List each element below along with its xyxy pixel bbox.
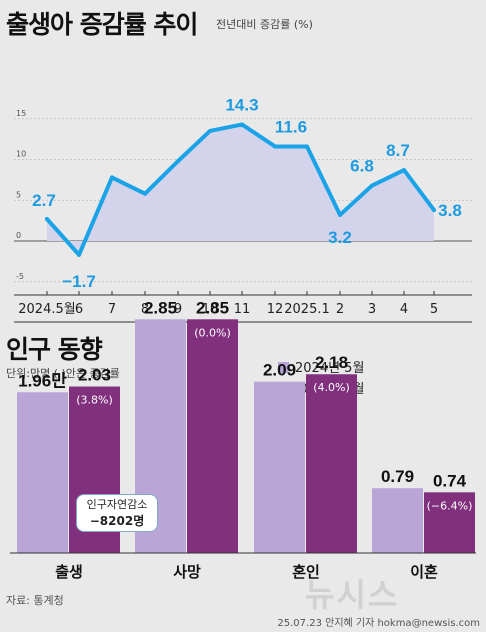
- y-tick-label: 15: [16, 109, 26, 118]
- x-tick-label: 8: [141, 302, 149, 317]
- line-point: [240, 122, 244, 127]
- callout-value: −8202명: [89, 514, 145, 528]
- bar-2025: [187, 319, 238, 553]
- x-tick-label: 11: [234, 302, 251, 317]
- bar-value-label: 2.85: [144, 298, 177, 317]
- bar-2025: [424, 492, 475, 553]
- x-tick-label: 9: [174, 302, 182, 317]
- bar-change-label: (3.8%): [76, 394, 113, 407]
- bar-chart-title: 인구 동향: [6, 335, 103, 364]
- x-tick-label: 10: [202, 302, 219, 317]
- line-chart: 15 10 5 0 -5 2.7 −1.7 14.3 11.6 3.2 6.8 8.7 3.8 2024.…: [14, 95, 472, 323]
- line-area: [47, 124, 434, 255]
- x-tick-label: 6: [75, 302, 83, 317]
- line-data-label: 3.8: [438, 201, 462, 220]
- x-tick-label: 7: [108, 302, 116, 317]
- line-point: [338, 212, 342, 217]
- line-point: [143, 191, 147, 196]
- line-point: [432, 208, 436, 213]
- y-tick-label: 5: [16, 190, 21, 199]
- bar-change-label: (−6.4%): [427, 499, 473, 512]
- line-point: [402, 168, 406, 173]
- line-data-label: −1.7: [62, 272, 96, 291]
- watermark: 뉴시스: [305, 576, 400, 614]
- line-data-label: 6.8: [350, 157, 374, 176]
- line-chart-subtitle: 전년대비 증감률 (%): [216, 18, 313, 31]
- bar-value-label: 0.79: [381, 467, 414, 486]
- x-category-label: 출생: [55, 563, 83, 581]
- line-data-label: 14.3: [225, 95, 258, 114]
- x-tick-label: 2: [336, 302, 344, 317]
- legend-label-2024: 2024년 5월: [295, 361, 365, 376]
- legend-2024: 2024년 5월: [278, 357, 364, 376]
- line-point: [273, 144, 277, 149]
- x-tick-label: 5: [430, 302, 438, 317]
- bar-value-label: 2.85: [196, 298, 229, 317]
- credit-line: 25.07.23 안지혜 기자 hokma@newsis.com: [277, 618, 480, 629]
- x-category-label: 혼인: [292, 563, 320, 581]
- bar-2025: [306, 374, 357, 553]
- line-point: [77, 252, 81, 257]
- x-tick-label: 4: [400, 302, 408, 317]
- x-tick-label: 3: [368, 302, 376, 317]
- bar-chart-subtitle: 단위:만명 ( )안은 증감률: [6, 367, 120, 380]
- callout-label: 인구자연감소: [86, 498, 148, 511]
- x-tick-label: 2024.5월: [18, 302, 75, 317]
- x-category-label: 사망: [173, 563, 201, 581]
- bar-value-label: 2.03: [78, 366, 111, 385]
- natural-decrease-callout: 인구자연감소 −8202명: [76, 494, 158, 532]
- line-data-label: 3.2: [328, 228, 352, 247]
- bar-2024: [17, 392, 68, 553]
- x-category-label: 이혼: [410, 563, 438, 581]
- line-data-label: 2.7: [32, 191, 56, 210]
- line-point: [45, 216, 49, 221]
- bar-value-label: 1.96만: [18, 371, 67, 390]
- line-data-label: 8.7: [386, 141, 410, 160]
- y-tick-label: -5: [16, 272, 24, 281]
- bar-value-label: 2.09: [263, 361, 296, 380]
- line-chart-title: 출생아 증감률 추이: [6, 10, 198, 39]
- legend-swatch-2024: [278, 362, 289, 373]
- bar-2024: [254, 381, 305, 553]
- line-point: [305, 144, 309, 149]
- line-point: [176, 159, 180, 164]
- bar-change-label: (4.0%): [313, 381, 350, 394]
- bar-value-label: 2.18: [315, 353, 348, 372]
- line-point: [370, 183, 374, 188]
- x-tick-label: 12: [267, 302, 284, 317]
- line-data-label: 11.6: [275, 117, 307, 136]
- bar-change-label: (0.0%): [194, 326, 231, 339]
- y-tick-label: 10: [16, 150, 26, 159]
- bar-value-label: 0.74: [433, 471, 467, 490]
- line-point: [110, 175, 114, 180]
- y-tick-label: 0: [16, 231, 21, 240]
- source-note: 자료: 통계청: [6, 594, 64, 607]
- x-tick-label: 2025.1: [284, 302, 330, 317]
- line-point: [208, 128, 212, 133]
- bar-2024: [372, 488, 423, 553]
